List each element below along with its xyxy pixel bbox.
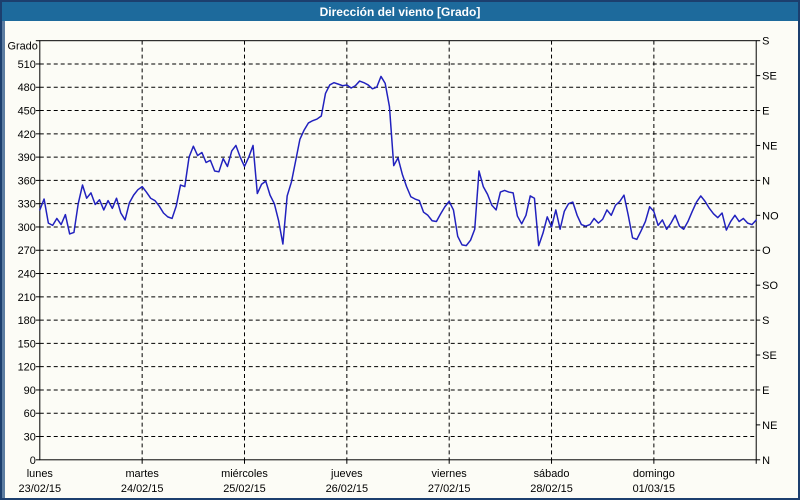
x-date-label: 01/03/15 xyxy=(633,483,676,495)
y-tick-label-left: 450 xyxy=(18,106,36,118)
x-date-label: 23/02/15 xyxy=(19,483,62,495)
chart-title: Dirección del viento [Grado] xyxy=(319,4,481,19)
x-date-label: 26/02/15 xyxy=(326,483,369,495)
x-day-label: miércoles xyxy=(221,468,268,480)
x-date-label: 27/02/15 xyxy=(428,483,471,495)
x-date-label: 25/02/15 xyxy=(223,483,266,495)
y-axis-unit-label: Grado xyxy=(7,41,37,53)
y-tick-label-compass: O xyxy=(762,245,770,257)
y-tick-label-compass: S xyxy=(762,36,769,48)
x-day-label: jueves xyxy=(330,468,363,480)
wind-direction-series-line xyxy=(39,75,757,247)
y-tick-label-left: 360 xyxy=(18,175,36,187)
x-date-label: 24/02/15 xyxy=(121,483,164,495)
y-tick-label-left: 390 xyxy=(18,152,36,164)
y-tick-label-left: 300 xyxy=(18,222,36,234)
y-tick-label-compass: E xyxy=(762,385,769,397)
y-tick-label-left: 30 xyxy=(24,432,36,444)
y-tick-label-left: 210 xyxy=(18,292,36,304)
y-tick-label-left: 270 xyxy=(18,245,36,257)
y-tick-label-compass: NO xyxy=(762,210,778,222)
y-tick-label-left: 150 xyxy=(18,338,36,350)
x-day-label: martes xyxy=(125,468,159,480)
y-tick-label-compass: S xyxy=(762,315,769,327)
x-day-label: lunes xyxy=(27,468,54,480)
x-day-label: domingo xyxy=(633,468,675,480)
y-tick-label-left: 120 xyxy=(18,362,36,374)
y-tick-label-compass: N xyxy=(762,455,770,467)
y-tick-label-left: 510 xyxy=(18,59,36,71)
y-tick-label-compass: SO xyxy=(762,280,778,292)
y-tick-label-compass: NE xyxy=(762,420,777,432)
y-tick-label-compass: N xyxy=(762,175,770,187)
x-day-label: viernes xyxy=(432,468,468,480)
y-tick-label-left: 420 xyxy=(18,129,36,141)
x-day-label: sábado xyxy=(534,468,570,480)
x-date-label: 28/02/15 xyxy=(530,483,573,495)
y-tick-label-compass: E xyxy=(762,106,769,118)
y-tick-label-compass: SE xyxy=(762,350,777,362)
y-tick-label-left: 240 xyxy=(18,269,36,281)
title-bar: Dirección del viento [Grado] xyxy=(2,2,798,21)
y-tick-label-left: 60 xyxy=(24,408,36,420)
y-tick-label-left: 480 xyxy=(18,82,36,94)
y-tick-label-compass: SE xyxy=(762,71,777,83)
y-tick-label-left: 330 xyxy=(18,199,36,211)
y-tick-label-left: 0 xyxy=(30,455,36,467)
y-tick-label-left: 90 xyxy=(24,385,36,397)
left-edge-strip xyxy=(2,21,5,498)
y-tick-label-left: 180 xyxy=(18,315,36,327)
y-tick-label-compass: NE xyxy=(762,140,777,152)
